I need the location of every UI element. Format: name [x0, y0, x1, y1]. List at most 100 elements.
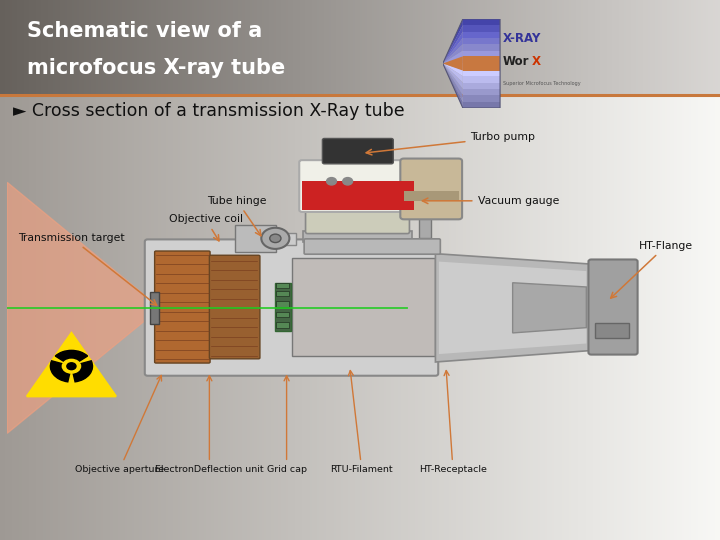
Bar [696, 0, 700, 94]
Bar [53, 0, 57, 94]
Polygon shape [443, 38, 463, 63]
Text: Superior Microfocus Technology: Superior Microfocus Technology [503, 80, 580, 85]
Bar [598, 0, 601, 94]
Bar [662, 94, 666, 540]
Bar [89, 94, 93, 540]
Bar [29, 94, 32, 540]
Bar [655, 0, 659, 94]
Bar [324, 0, 328, 94]
Bar [293, 94, 297, 540]
Bar [310, 94, 313, 540]
Bar [300, 0, 304, 94]
Bar [559, 94, 563, 540]
Bar [235, 0, 239, 94]
Bar [463, 51, 500, 57]
Bar [660, 94, 664, 540]
Text: Vacuum gauge: Vacuum gauge [423, 196, 559, 206]
Bar [703, 94, 707, 540]
Bar [396, 94, 400, 540]
Bar [408, 94, 412, 540]
Bar [204, 0, 208, 94]
Bar [636, 0, 640, 94]
Bar [34, 0, 37, 94]
Bar [257, 0, 261, 94]
Bar [286, 0, 289, 94]
Bar [499, 94, 503, 540]
Bar [365, 94, 369, 540]
Bar [360, 0, 364, 94]
Bar [238, 94, 241, 540]
Bar [439, 0, 443, 94]
Bar [31, 94, 35, 540]
Bar [252, 94, 256, 540]
Bar [578, 94, 582, 540]
Bar [379, 0, 383, 94]
Bar [391, 0, 395, 94]
Bar [693, 94, 698, 540]
Bar [135, 94, 138, 540]
Bar [372, 0, 376, 94]
Bar [598, 94, 601, 540]
Bar [2, 0, 6, 94]
Bar [487, 94, 491, 540]
Bar [77, 0, 81, 94]
Bar [199, 94, 203, 540]
Bar [99, 94, 102, 540]
Bar [310, 0, 313, 94]
Bar [693, 0, 698, 94]
Bar [55, 0, 59, 94]
Bar [621, 0, 626, 94]
Bar [228, 94, 232, 540]
Bar [106, 0, 109, 94]
Bar [387, 94, 390, 540]
Bar [612, 94, 616, 540]
Bar [331, 94, 335, 540]
Bar [275, 283, 291, 332]
Bar [571, 94, 575, 540]
Bar [552, 94, 556, 540]
Bar [343, 0, 347, 94]
Bar [156, 0, 160, 94]
Bar [300, 94, 304, 540]
Bar [362, 94, 366, 540]
Bar [593, 94, 597, 540]
Bar [454, 94, 457, 540]
Bar [605, 0, 608, 94]
Bar [281, 0, 284, 94]
Bar [463, 76, 500, 83]
Text: HT-Flange: HT-Flange [611, 241, 693, 298]
Bar [441, 0, 446, 94]
Bar [415, 94, 419, 540]
Bar [158, 94, 162, 540]
Bar [624, 94, 628, 540]
Bar [96, 94, 100, 540]
Bar [276, 0, 280, 94]
Bar [490, 94, 493, 540]
Bar [358, 94, 361, 540]
Bar [706, 0, 709, 94]
Bar [574, 94, 577, 540]
Circle shape [67, 363, 76, 370]
Bar [348, 0, 352, 94]
Bar [178, 94, 181, 540]
Bar [571, 0, 575, 94]
Bar [0, 94, 4, 540]
Bar [171, 94, 174, 540]
Bar [538, 94, 541, 540]
Bar [482, 0, 486, 94]
Bar [511, 0, 515, 94]
Bar [607, 0, 611, 94]
Bar [595, 0, 599, 94]
Bar [338, 94, 342, 540]
Bar [60, 94, 64, 540]
Bar [631, 94, 635, 540]
Bar [564, 0, 568, 94]
Bar [434, 0, 438, 94]
Bar [60, 0, 64, 94]
Bar [41, 0, 45, 94]
Bar [374, 94, 378, 540]
Bar [394, 94, 397, 540]
Bar [715, 0, 719, 94]
Bar [590, 0, 594, 94]
Bar [362, 0, 366, 94]
